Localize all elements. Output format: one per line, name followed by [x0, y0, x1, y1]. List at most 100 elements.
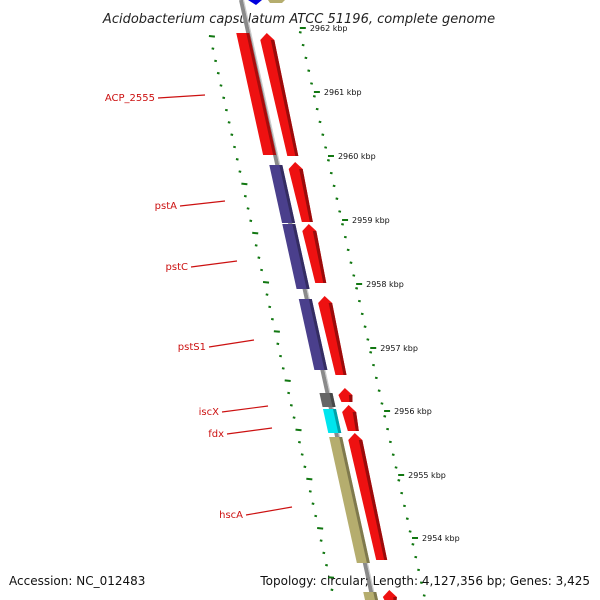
- scale-label: 2959 kbp: [352, 216, 390, 225]
- inner-tick: [208, 35, 216, 38]
- inner-tick: [297, 440, 301, 444]
- outer-tick: [374, 376, 378, 380]
- outer-tick: [321, 133, 325, 136]
- gene-label-pstC: pstC: [166, 260, 238, 273]
- feature-top-khaki: [268, 0, 285, 3]
- scale-label: 2957 kbp: [380, 344, 418, 353]
- genome-title: Acidobacterium capsulatum ATCC 51196, co…: [102, 12, 495, 27]
- inner-tick: [314, 514, 318, 518]
- outer-tick: [318, 120, 322, 124]
- gene-label-ACP_2555: ACP_2555: [105, 93, 206, 104]
- outer-tick: [411, 543, 415, 546]
- forward-cds-5: [338, 388, 353, 402]
- inner-tick: [270, 317, 274, 321]
- outer-tick: [388, 440, 392, 444]
- inner-tick: [279, 354, 283, 358]
- inner-tick: [287, 391, 291, 395]
- feature-pstA: [269, 165, 296, 223]
- reverse-strand-features: [236, 33, 378, 600]
- inner-tick: [257, 256, 261, 259]
- svg-text:fdx: fdx: [208, 429, 224, 440]
- inner-tick: [308, 490, 312, 493]
- outer-tick: [369, 351, 373, 354]
- inner-tick: [260, 268, 264, 272]
- inner-tick: [224, 108, 228, 112]
- outer-tick: [312, 95, 316, 98]
- gene-label-hscA: hscA: [219, 506, 293, 521]
- inner-tick: [317, 527, 324, 530]
- feature-pstS1: [298, 299, 328, 370]
- inner-tick: [265, 293, 269, 296]
- inner-tick: [262, 281, 270, 284]
- outer-tick: [349, 261, 353, 264]
- outer-tick: [360, 312, 364, 316]
- outer-tick: [380, 402, 384, 405]
- svg-text:ACP_2555: ACP_2555: [105, 93, 155, 104]
- inner-tick: [243, 194, 247, 198]
- forward-cds-3: [302, 224, 327, 283]
- outer-tick: [335, 197, 339, 200]
- outer-tick: [307, 69, 311, 72]
- inner-tick: [276, 342, 280, 346]
- outer-tick: [326, 159, 330, 162]
- inner-tick: [292, 416, 296, 419]
- forward-cds-2: [288, 162, 313, 222]
- inner-tick: [211, 47, 215, 50]
- scale-label: 2954 kbp: [422, 534, 460, 543]
- inner-tick: [233, 145, 237, 149]
- svg-text:hscA: hscA: [219, 510, 243, 521]
- outer-tick: [310, 82, 314, 85]
- svg-text:pstS1: pstS1: [178, 342, 206, 353]
- gene-label-fdx: fdx: [208, 427, 273, 440]
- inner-tick: [241, 182, 248, 186]
- inner-tick: [252, 231, 259, 235]
- outer-tick: [332, 184, 336, 188]
- forward-cds-1: [260, 33, 299, 156]
- scale-label: 2961 kbp: [324, 88, 362, 97]
- inner-tick: [306, 477, 313, 481]
- inner-tick: [246, 207, 250, 210]
- outer-tick: [324, 146, 328, 149]
- inner-tick: [216, 71, 220, 75]
- inner-tick: [303, 465, 307, 469]
- outer-tick: [386, 427, 390, 431]
- feature-top-blue: [248, 0, 262, 5]
- scale-label: 2956 kbp: [394, 407, 432, 416]
- inner-tick: [230, 133, 234, 136]
- outer-tick: [298, 31, 302, 34]
- inner-tick: [268, 305, 272, 309]
- feature-rev1: [236, 33, 277, 155]
- outer-tick: [301, 43, 305, 47]
- inner-tick: [235, 158, 239, 161]
- gene-labels: ACP_2555 pstA pstC pstS1 iscX fdx hscA: [105, 93, 293, 521]
- outer-tick: [355, 287, 359, 290]
- gene-label-pstS1: pstS1: [178, 339, 255, 353]
- outer-tick: [352, 274, 356, 277]
- inner-tick: [254, 244, 258, 247]
- inner-tick: [330, 588, 334, 592]
- gene-label-iscX: iscX: [199, 405, 269, 418]
- outer-tick: [391, 453, 395, 456]
- outer-tick: [402, 504, 406, 508]
- outer-tick: [414, 555, 418, 559]
- feature-rev-bottom: [363, 592, 378, 600]
- inner-tick: [284, 379, 291, 382]
- outer-tick: [377, 389, 381, 392]
- outer-tick: [422, 594, 426, 597]
- inner-tick: [214, 59, 218, 63]
- topology-summary: Topology: circular; Length: 4,127,356 bp…: [260, 574, 590, 588]
- inner-tick: [319, 539, 323, 542]
- outer-tick: [341, 223, 345, 226]
- inner-tick: [249, 219, 253, 223]
- outer-tick: [400, 491, 404, 495]
- inner-tick: [311, 502, 315, 505]
- outer-tick: [383, 415, 387, 418]
- forward-cds-8: [382, 590, 397, 600]
- outer-tick: [338, 210, 342, 213]
- inner-tick: [222, 96, 226, 100]
- inner-tick: [322, 551, 326, 555]
- forward-strand-features: [260, 33, 397, 600]
- forward-cds-4: [318, 296, 347, 375]
- outer-tick: [346, 248, 350, 252]
